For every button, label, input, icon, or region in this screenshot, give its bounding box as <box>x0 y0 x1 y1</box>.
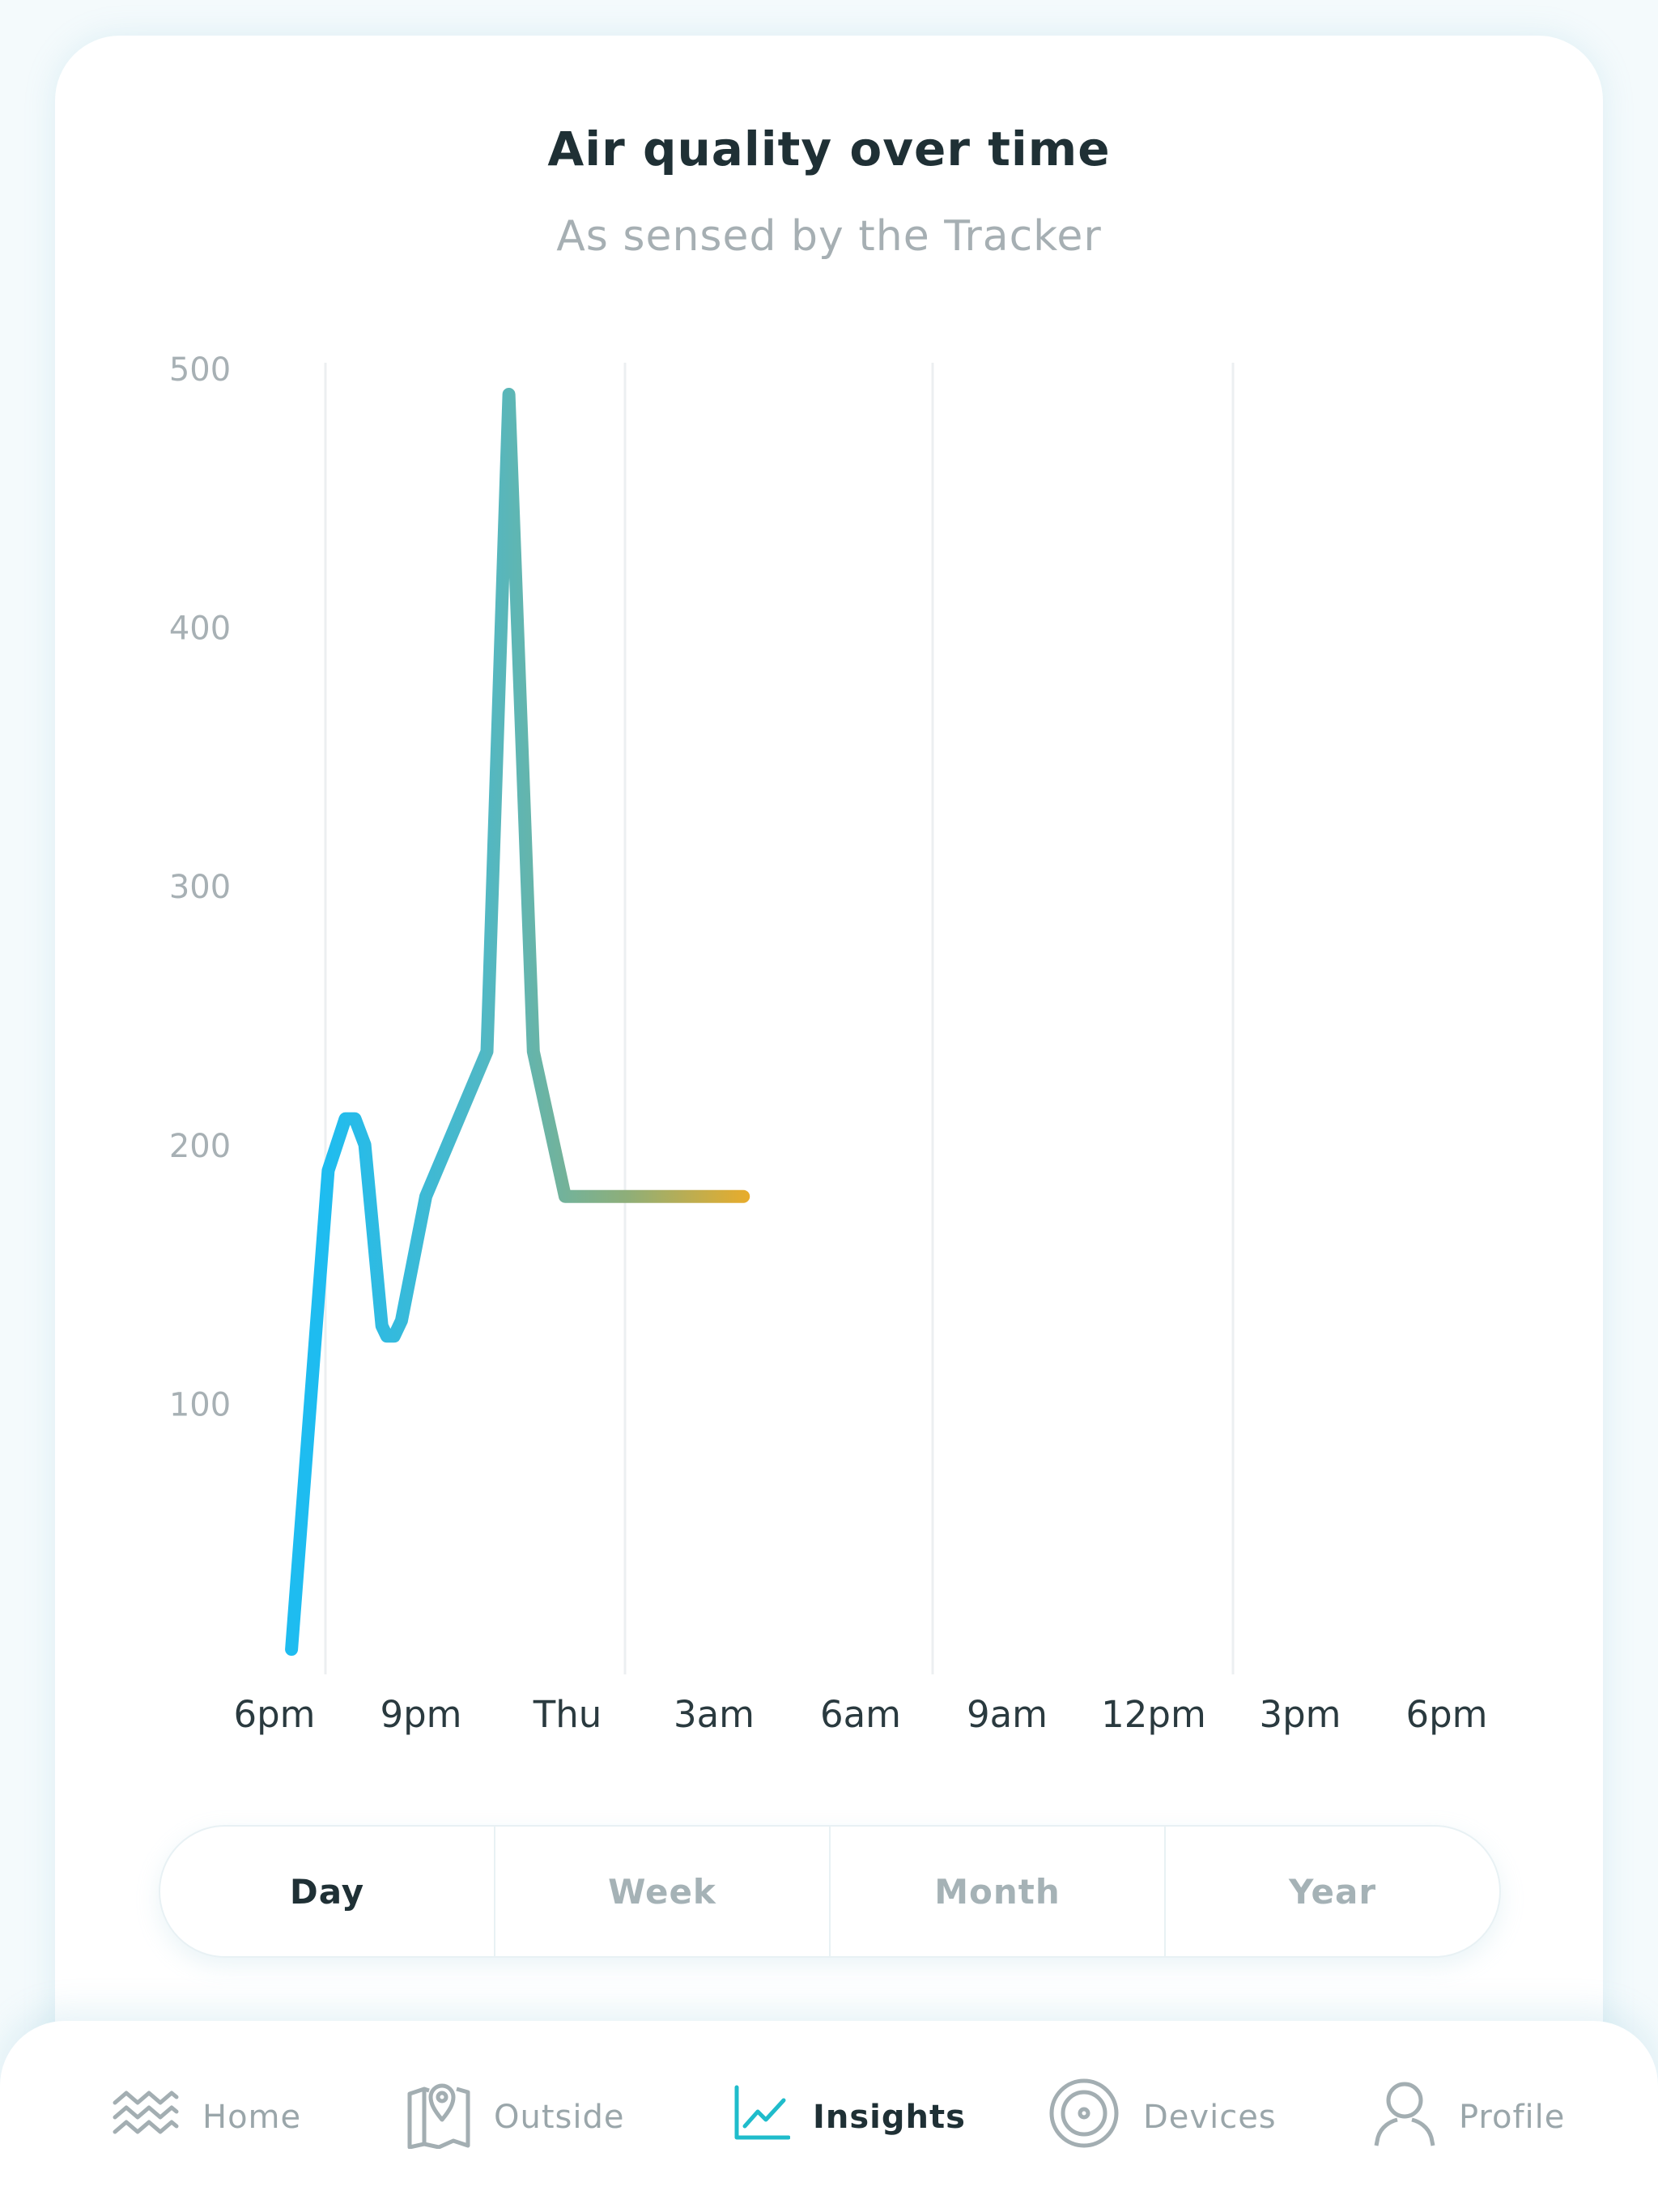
waves-icon <box>112 2085 180 2150</box>
page-subtitle: As sensed by the Tracker <box>556 212 1102 261</box>
tab-home-label: Home <box>202 2099 302 2136</box>
x-tick-label: 6pm <box>1405 1693 1487 1736</box>
x-tick-label: 6pm <box>233 1693 315 1736</box>
tab-home[interactable]: Home <box>112 2073 301 2162</box>
segment-month[interactable]: Month <box>831 1827 1166 1956</box>
segment-week[interactable]: Week <box>495 1827 831 1956</box>
y-tick-label: 200 <box>169 1128 231 1165</box>
y-tick-label: 300 <box>169 869 231 906</box>
tab-insights-label: Insights <box>813 2099 966 2136</box>
x-tick-label: 9am <box>967 1693 1048 1736</box>
tab-insights[interactable]: Insights <box>732 2073 966 2162</box>
user-icon <box>1373 2079 1436 2155</box>
time-range-selector: Day Week Month Year <box>159 1825 1501 1958</box>
tab-devices-label: Devices <box>1143 2099 1277 2136</box>
y-tick-label: 500 <box>169 351 231 389</box>
tab-profile[interactable]: Profile <box>1373 2073 1565 2162</box>
page-title: Air quality over time <box>547 121 1111 177</box>
segment-year[interactable]: Year <box>1288 1871 1377 1912</box>
air-quality-chart: 500 400 300 200 100 6pm 9pm Thu 3am 6am 9am 12pm 3p… <box>169 351 1488 1736</box>
tab-outside-label: Outside <box>494 2099 625 2136</box>
x-tick-label: 6am <box>820 1693 901 1736</box>
line-chart-icon <box>732 2084 791 2150</box>
x-tick-label: 9pm <box>380 1693 461 1736</box>
tab-devices[interactable]: Devices <box>1048 2073 1277 2162</box>
tab-profile-label: Profile <box>1459 2099 1566 2136</box>
segment-day[interactable]: Day <box>160 1827 495 1956</box>
bottom-tab-bar: Home Outside Insi <box>0 2021 1658 2212</box>
tab-outside[interactable]: Outside <box>406 2073 624 2162</box>
map-pin-icon <box>406 2078 471 2157</box>
x-tick-label: 3pm <box>1259 1693 1341 1736</box>
y-tick-label: 100 <box>169 1386 231 1423</box>
y-tick-label: 400 <box>169 610 231 648</box>
target-icon <box>1048 2077 1120 2158</box>
x-tick-label: Thu <box>533 1693 602 1736</box>
series-line-air-quality <box>285 388 750 1656</box>
x-tick-label: 3am <box>674 1693 755 1736</box>
x-tick-label: 12pm <box>1101 1693 1206 1736</box>
chart-card <box>55 36 1603 2141</box>
